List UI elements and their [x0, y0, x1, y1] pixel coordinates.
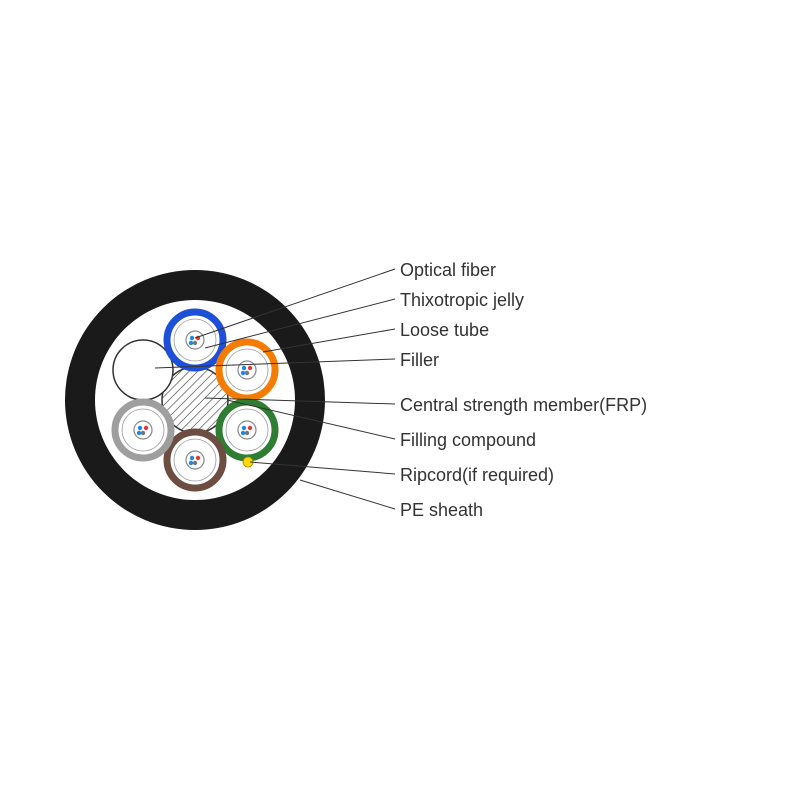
- component-label: Thixotropic jelly: [400, 290, 524, 311]
- cable-diagram: Optical fiber Thixotropic jelly Loose tube…: [0, 0, 800, 800]
- component-label: Filling compound: [400, 430, 536, 451]
- optical-fiber: [245, 431, 249, 435]
- green-tube: [217, 400, 277, 460]
- optical-fiber: [137, 431, 141, 435]
- thixotropic-jelly: [226, 409, 268, 451]
- optical-fiber: [248, 366, 252, 370]
- optical-fiber: [144, 426, 148, 430]
- orange-tube: [217, 340, 277, 400]
- leader-line: [300, 480, 395, 509]
- optical-fiber: [242, 366, 246, 370]
- optical-fiber: [242, 426, 246, 430]
- thixotropic-jelly: [174, 319, 216, 361]
- brown-tube: [165, 430, 225, 490]
- optical-fiber: [141, 431, 145, 435]
- optical-fiber: [196, 456, 200, 460]
- optical-fiber: [138, 426, 142, 430]
- component-label: Central strength member(FRP): [400, 395, 647, 416]
- optical-fiber: [190, 336, 194, 340]
- optical-fiber: [248, 426, 252, 430]
- optical-fiber: [190, 456, 194, 460]
- component-label: Optical fiber: [400, 260, 496, 281]
- optical-fiber: [193, 461, 197, 465]
- thixotropic-jelly: [174, 439, 216, 481]
- optical-fiber: [245, 371, 249, 375]
- optical-fiber: [189, 461, 193, 465]
- filler: [113, 340, 173, 400]
- gray-tube: [113, 400, 173, 460]
- blue-tube: [165, 310, 225, 370]
- optical-fiber: [241, 371, 245, 375]
- component-label: Filler: [400, 350, 439, 371]
- thixotropic-jelly: [122, 409, 164, 451]
- optical-fiber: [193, 341, 197, 345]
- component-label: PE sheath: [400, 500, 483, 521]
- component-label: Ripcord(if required): [400, 465, 554, 486]
- thixotropic-jelly: [226, 349, 268, 391]
- optical-fiber: [189, 341, 193, 345]
- optical-fiber: [241, 431, 245, 435]
- component-label: Loose tube: [400, 320, 489, 341]
